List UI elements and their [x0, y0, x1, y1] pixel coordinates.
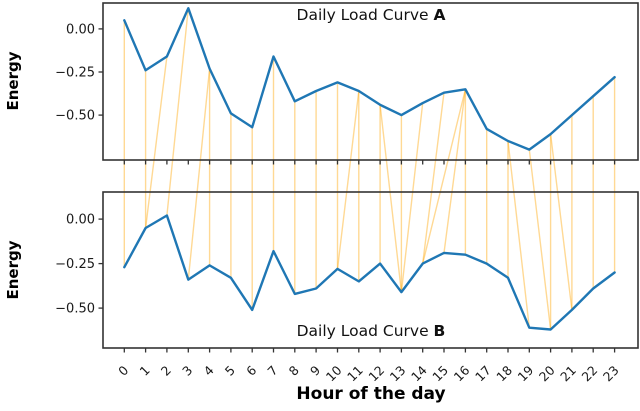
x-tick-label: 2 — [158, 363, 174, 379]
plot-b-title-text: Daily Load Curve — [296, 322, 434, 340]
plot-b-title: Daily Load Curve B — [297, 322, 446, 340]
plot-a-title: Daily Load Curve A — [297, 6, 446, 24]
alignment-line — [507, 140, 530, 328]
alignment-line — [379, 104, 403, 293]
x-tick-label: 7 — [264, 363, 280, 379]
plot-b-frame — [102, 191, 639, 349]
curve-a — [123, 6, 616, 151]
alignment-lines-group — [123, 8, 616, 330]
x-tick-label: 12 — [365, 363, 387, 385]
x-tick-label: 14 — [408, 362, 430, 384]
y-tick-label: −0.25 — [55, 66, 95, 81]
y-axis-label-plot-b: Energy — [4, 240, 22, 300]
plot-a-title-letter: A — [433, 6, 446, 24]
plot-b-y-ticks: 0.00 −0.25 −0.50 — [55, 213, 103, 317]
x-tick-label: 9 — [307, 362, 323, 378]
x-tick-label: 5 — [222, 363, 238, 379]
alignment-line — [422, 89, 467, 264]
y-tick-label: −0.25 — [55, 257, 95, 272]
alignment-line — [187, 68, 211, 280]
alignment-line — [549, 134, 573, 310]
alignment-line — [400, 103, 424, 293]
y-tick-label: −0.50 — [55, 302, 95, 317]
x-tick-label: 17 — [472, 363, 494, 385]
alignment-line — [336, 90, 360, 269]
x-axis-label: Hour of the day — [296, 384, 446, 404]
x-tick-label: 11 — [344, 363, 366, 385]
plot-a-title-text: Daily Load Curve — [296, 6, 434, 24]
x-tick-label: 4 — [200, 362, 216, 378]
x-tick-label: 8 — [286, 362, 302, 378]
x-tick-label: 0 — [115, 362, 131, 378]
x-tick-label: 15 — [429, 363, 451, 385]
plot-a-x-ticks — [123, 160, 616, 165]
alignment-line — [422, 92, 445, 264]
x-tick-label: 1 — [136, 363, 152, 379]
x-tick-label: 20 — [536, 362, 558, 384]
plot-a-y-ticks: 0.00 −0.25 −0.50 — [55, 22, 103, 124]
alignment-line — [443, 89, 467, 253]
alignment-line — [166, 8, 189, 216]
x-tick-label: 10 — [323, 362, 345, 384]
x-tick-label: 3 — [179, 363, 195, 379]
y-tick-label: 0.00 — [66, 213, 95, 228]
plot-b-title-letter: B — [433, 322, 446, 340]
y-axis-label-plot-a: Energy — [4, 51, 22, 111]
curve-b — [123, 214, 616, 331]
x-tick-label: 21 — [557, 363, 579, 385]
y-tick-label: 0.00 — [66, 22, 95, 37]
x-tick-labels-group: 0 1 2 3 4 5 6 7 8 9 10 11 12 13 14 15 16 17 18 19 20 21 22 23 — [115, 362, 622, 384]
plot-b-x-ticks — [123, 348, 616, 353]
plot-a-frame — [102, 2, 639, 161]
x-tick-label: 6 — [243, 362, 259, 378]
x-tick-label: 22 — [578, 363, 600, 385]
alignment-line — [528, 149, 552, 330]
x-tick-label: 18 — [493, 362, 515, 384]
x-tick-label: 23 — [600, 363, 622, 385]
y-tick-label: −0.50 — [55, 109, 95, 124]
x-tick-label: 19 — [515, 362, 537, 384]
alignment-line — [144, 56, 168, 229]
x-tick-label: 13 — [387, 363, 409, 385]
x-tick-label: 16 — [451, 362, 473, 384]
